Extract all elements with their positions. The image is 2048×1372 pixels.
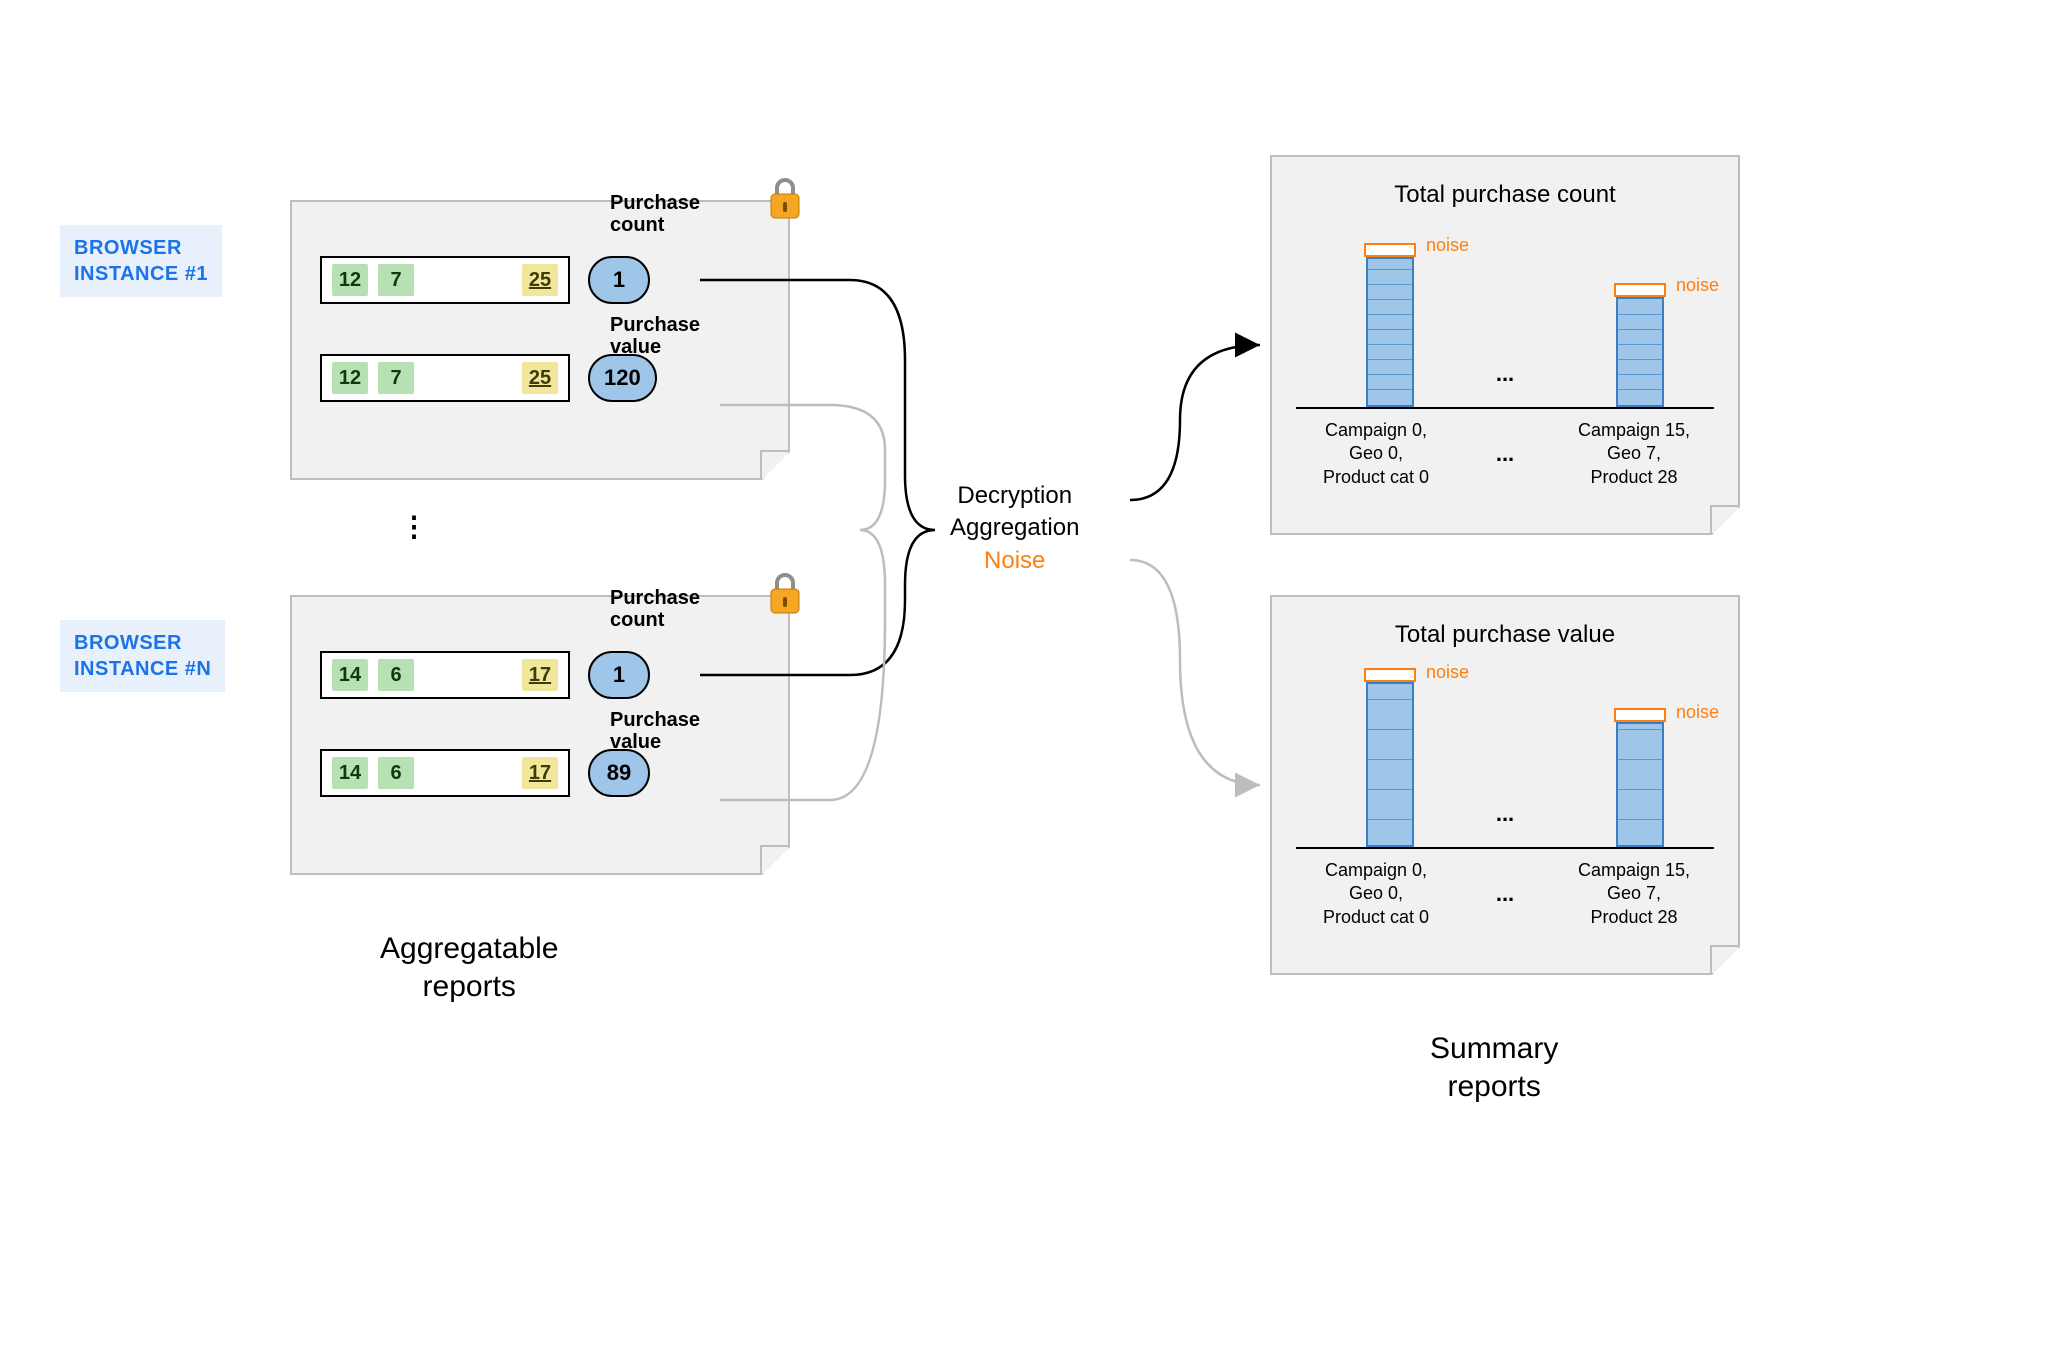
metric-pill-value-n: 89 — [588, 749, 650, 797]
chart-bar — [1366, 257, 1414, 407]
chip: 6 — [378, 757, 414, 789]
metric-label-count-1: Purchasecount — [610, 192, 700, 236]
summary-title-count: Total purchase count — [1296, 181, 1714, 209]
metric-label-value-n: Purchasevalue — [610, 709, 700, 753]
axis-left: Campaign 0,Geo 0,Product cat 0 — [1296, 419, 1456, 489]
noise-cap — [1364, 243, 1416, 257]
card1-row-count: 12 7 25 1 — [320, 256, 760, 304]
vals-box: 12 7 25 — [320, 256, 570, 304]
axis-right: Campaign 15,Geo 7,Product 28 — [1554, 419, 1714, 489]
chip: 17 — [522, 659, 558, 691]
axis-labels-count: Campaign 0,Geo 0,Product cat 0 ... Campa… — [1296, 419, 1714, 489]
lock-icon — [766, 178, 804, 222]
chart-bar — [1616, 297, 1664, 407]
summary-reports-title: Summaryreports — [1430, 1030, 1558, 1105]
chart-ellipsis: ... — [1496, 801, 1514, 827]
chip-spacer — [424, 659, 512, 691]
metric-pill-count-1: 1 — [588, 256, 650, 304]
summary-title-value: Total purchase value — [1296, 621, 1714, 649]
browser-tag-1: BROWSERINSTANCE #1 — [60, 225, 222, 297]
chart-bar — [1616, 722, 1664, 847]
chip-spacer — [424, 362, 512, 394]
vertical-ellipsis: ⋮ — [400, 510, 432, 543]
noise-label: noise — [1676, 702, 1719, 723]
summary-chart-value: noise noise ... — [1296, 659, 1714, 849]
process-aggregation: Aggregation — [950, 512, 1079, 544]
chip: 25 — [522, 264, 558, 296]
chip-spacer — [424, 757, 512, 789]
axis-left: Campaign 0,Geo 0,Product cat 0 — [1296, 859, 1456, 929]
noise-label: noise — [1426, 235, 1469, 256]
chart-ellipsis: ... — [1496, 361, 1514, 387]
vals-box: 14 6 17 — [320, 749, 570, 797]
chip: 7 — [378, 264, 414, 296]
chip: 6 — [378, 659, 414, 691]
metric-label-count-n: Purchasecount — [610, 587, 700, 631]
aggregatable-card-n: Purchasecount 14 6 17 1 Purchasevalue 14… — [290, 595, 790, 875]
cardn-row-count: 14 6 17 1 — [320, 651, 760, 699]
browser-tag-n: BROWSERINSTANCE #N — [60, 620, 225, 692]
aggregatable-reports-title: Aggregatablereports — [380, 930, 558, 1005]
axis-ellipsis: ... — [1496, 440, 1514, 469]
axis-labels-value: Campaign 0,Geo 0,Product cat 0 ... Campa… — [1296, 859, 1714, 929]
vals-box: 14 6 17 — [320, 651, 570, 699]
vals-box: 12 7 25 — [320, 354, 570, 402]
chip: 14 — [332, 659, 368, 691]
browser-tag-1-text: BROWSERINSTANCE #1 — [74, 237, 208, 285]
chip: 17 — [522, 757, 558, 789]
summary-card-value: Total purchase value noise noise ... Cam… — [1270, 595, 1740, 975]
process-label: Decryption Aggregation Noise — [950, 480, 1079, 577]
noise-label: noise — [1676, 275, 1719, 296]
axis-ellipsis: ... — [1496, 880, 1514, 909]
noise-label: noise — [1426, 662, 1469, 683]
card1-row-value: 12 7 25 120 — [320, 354, 760, 402]
process-decryption: Decryption — [950, 480, 1079, 512]
metric-label-value-1: Purchasevalue — [610, 314, 700, 358]
chip: 25 — [522, 362, 558, 394]
cardn-row-value: 14 6 17 89 — [320, 749, 760, 797]
noise-cap — [1364, 668, 1416, 682]
axis-right: Campaign 15,Geo 7,Product 28 — [1554, 859, 1714, 929]
noise-cap — [1614, 708, 1666, 722]
summary-card-count: Total purchase count noise noise ... Cam… — [1270, 155, 1740, 535]
chip-spacer — [424, 264, 512, 296]
chip: 12 — [332, 264, 368, 296]
metric-pill-value-1: 120 — [588, 354, 657, 402]
lock-icon — [766, 573, 804, 617]
chip: 14 — [332, 757, 368, 789]
diagram-stage: BROWSERINSTANCE #1 BROWSERINSTANCE #N Pu… — [0, 0, 2048, 1372]
noise-cap — [1614, 283, 1666, 297]
browser-tag-n-text: BROWSERINSTANCE #N — [74, 632, 211, 680]
chip: 7 — [378, 362, 414, 394]
summary-chart-count: noise noise ... — [1296, 219, 1714, 409]
chip: 12 — [332, 362, 368, 394]
aggregatable-card-1: Purchasecount 12 7 25 1 Purchasevalue 12… — [290, 200, 790, 480]
process-noise: Noise — [950, 545, 1079, 577]
metric-pill-count-n: 1 — [588, 651, 650, 699]
chart-bar — [1366, 682, 1414, 847]
